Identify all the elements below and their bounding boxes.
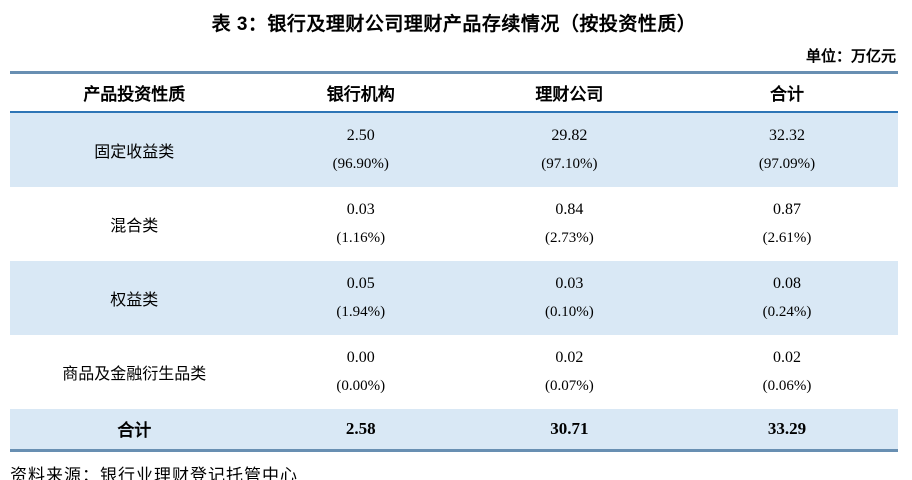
cell-percent: (2.73%) (545, 230, 594, 246)
row-label: 混合类 (110, 218, 159, 235)
cell-bank: 0.05 (1.94%) (259, 261, 463, 335)
cell-value: 0.87 (772, 201, 801, 218)
col-header-wm-company: 理财公司 (462, 72, 676, 113)
cell-percent: (0.24%) (762, 304, 812, 320)
cell-total: 32.32 (97.09%) (676, 113, 898, 187)
cell-wm-company: 0.03 (0.10%) (463, 261, 676, 335)
table-title: 表 3：银行及理财公司理财产品存续情况（按投资性质） (211, 14, 697, 35)
cell-value: 0.02 (772, 349, 801, 366)
total-wm-company: 30.71 (550, 418, 589, 438)
cell-value: 2.50 (346, 127, 375, 144)
cell-wm-company: 29.82 (97.10%) (463, 113, 676, 187)
cell-value: 32.32 (768, 127, 805, 144)
table-row-equity: 权益类 0.05 (1.94%) 0.03 (0.10%) 0.08 (0.24… (10, 261, 898, 335)
cell-percent: (0.06%) (762, 378, 812, 394)
cell-wm-company: 0.02 (0.07%) (463, 335, 676, 409)
table-row-total: 合计 2.58 30.71 33.29 (10, 409, 898, 450)
cell-value: 0.02 (555, 349, 584, 366)
cell-percent: (0.00%) (336, 378, 386, 394)
col-header-bank: 银行机构 (258, 72, 463, 113)
table-row-fixed-income: 固定收益类 2.50 (96.90%) 29.82 (97.10%) 32.32… (10, 112, 898, 187)
row-label: 商品及金融衍生品类 (62, 366, 207, 383)
col-header-total: 合计 (675, 72, 898, 113)
cell-bank: 2.50 (96.90%) (259, 113, 463, 187)
cell-percent: (0.07%) (545, 378, 594, 394)
row-label: 权益类 (110, 292, 159, 309)
cell-bank: 0.00 (0.00%) (259, 335, 463, 409)
table-row-mixed: 混合类 0.03 (1.16%) 0.84 (2.73%) 0.87 (2.61… (10, 187, 898, 261)
source-label: 资料来源：银行业理财登记托管中心 (10, 465, 298, 480)
col-header-product-nature: 产品投资性质 (10, 72, 259, 113)
cell-percent: (1.16%) (336, 230, 386, 246)
cell-value: 0.08 (772, 275, 801, 292)
cell-total: 0.08 (0.24%) (676, 261, 898, 335)
cell-value: 0.05 (346, 275, 375, 292)
table-row-commodity-derivatives: 商品及金融衍生品类 0.00 (0.00%) 0.02 (0.07%) 0.02… (10, 335, 898, 409)
cell-total: 0.02 (0.06%) (676, 335, 898, 409)
cell-percent: (96.90%) (332, 156, 389, 172)
investment-nature-table: 产品投资性质 银行机构 理财公司 合计 固定收益类 2.50 (96.90%) … (10, 71, 898, 452)
cell-wm-company: 0.84 (2.73%) (463, 187, 676, 261)
cell-value: 29.82 (551, 127, 588, 144)
cell-value: 0.03 (555, 275, 584, 292)
cell-percent: (97.09%) (758, 156, 816, 172)
unit-label: 单位：万亿元 (805, 48, 896, 65)
cell-bank: 0.03 (1.16%) (259, 187, 463, 261)
cell-value: 0.03 (346, 201, 375, 218)
total-overall: 33.29 (767, 418, 807, 438)
total-row-label: 合计 (117, 421, 152, 441)
cell-percent: (1.94%) (336, 304, 386, 320)
cell-percent: (2.61%) (762, 230, 812, 246)
cell-value: 0.84 (555, 201, 584, 218)
cell-value: 0.00 (346, 349, 375, 366)
cell-total: 0.87 (2.61%) (676, 187, 898, 261)
header-row: 产品投资性质 银行机构 理财公司 合计 (10, 72, 898, 113)
total-bank: 2.58 (345, 418, 376, 438)
row-label: 固定收益类 (94, 144, 175, 161)
cell-percent: (0.10%) (545, 304, 594, 320)
cell-percent: (97.10%) (541, 156, 598, 172)
